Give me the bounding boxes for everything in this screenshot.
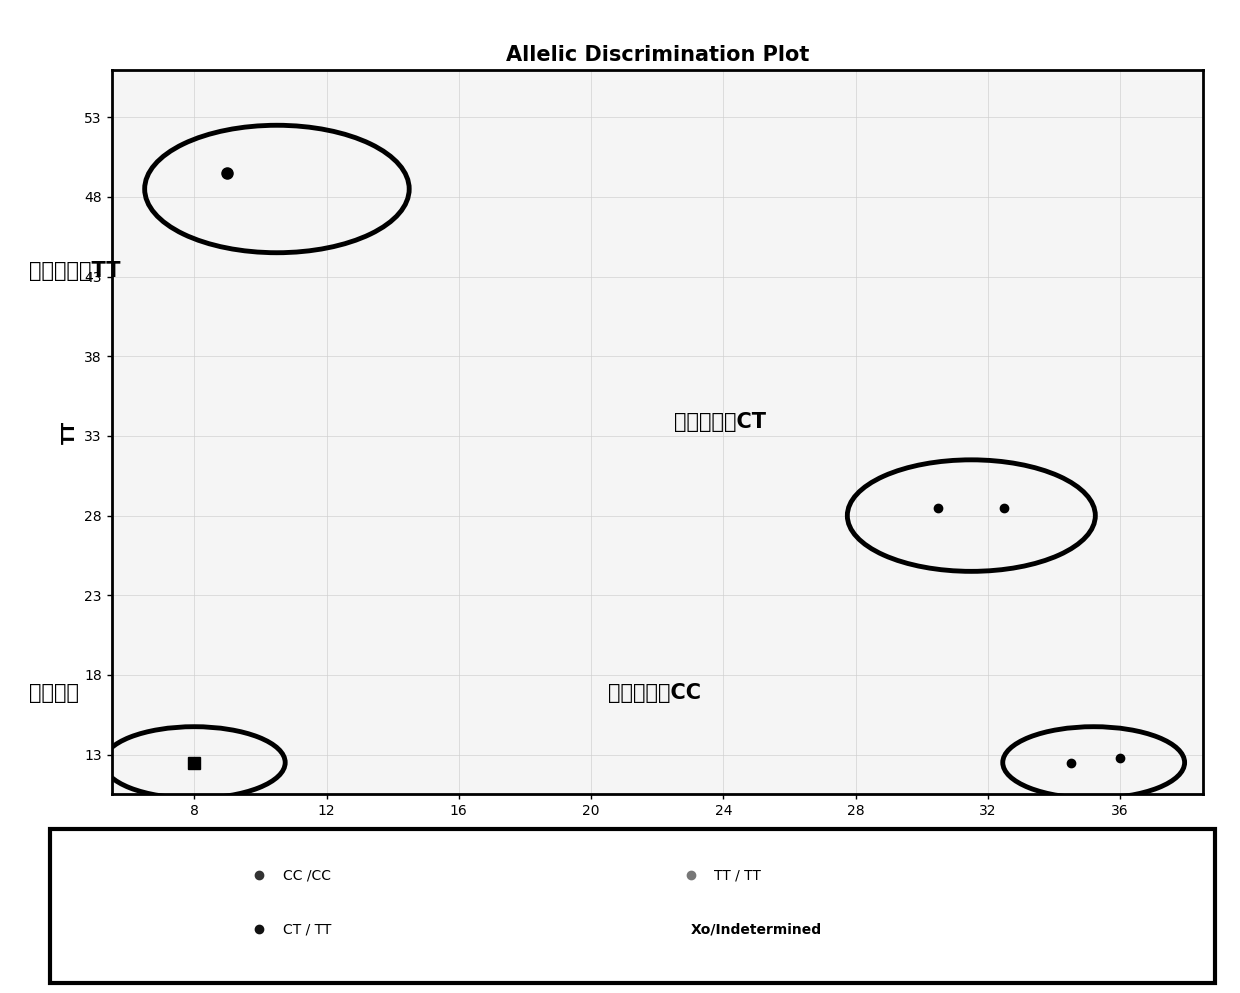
Text: 纯合突变型TT: 纯合突变型TT bbox=[29, 260, 120, 281]
Text: 空白对照: 空白对照 bbox=[29, 683, 79, 703]
Text: 杂合突变型CT: 杂合突变型CT bbox=[673, 412, 766, 432]
Text: CC /CC: CC /CC bbox=[283, 868, 331, 883]
Y-axis label: TT: TT bbox=[61, 420, 78, 444]
Title: Allelic Discrimination Plot: Allelic Discrimination Plot bbox=[506, 45, 808, 66]
Text: CT / TT: CT / TT bbox=[283, 922, 331, 936]
X-axis label: cc: cc bbox=[647, 823, 667, 842]
Text: 纯合野生型CC: 纯合野生型CC bbox=[608, 683, 701, 703]
Text: TT / TT: TT / TT bbox=[714, 868, 761, 883]
Text: Xo/Indetermined: Xo/Indetermined bbox=[691, 922, 822, 936]
